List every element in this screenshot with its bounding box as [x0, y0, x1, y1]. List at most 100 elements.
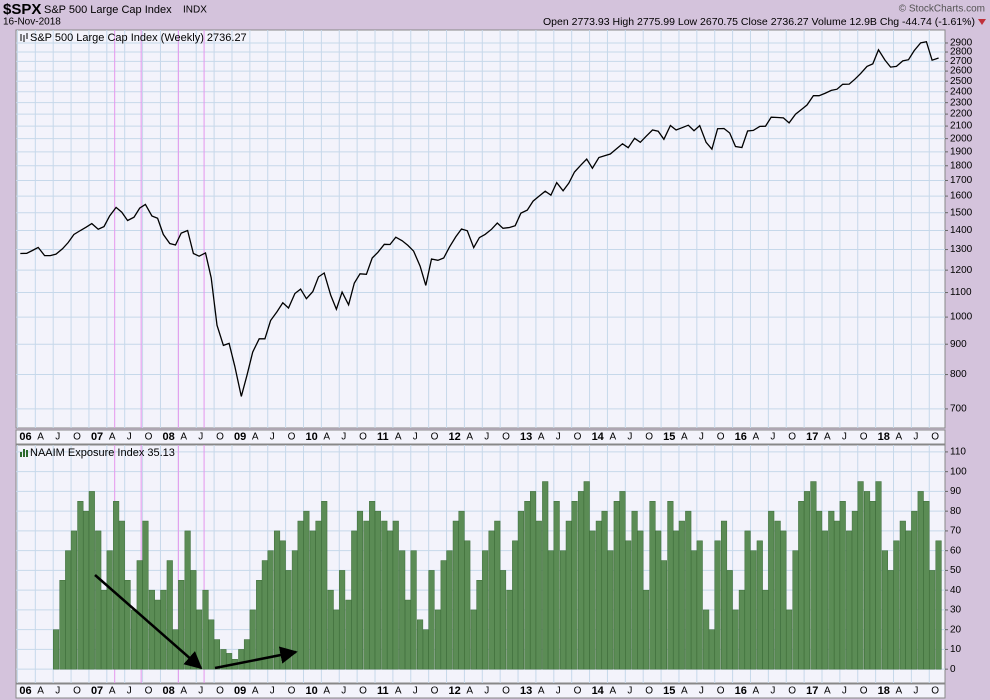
bar — [434, 609, 441, 670]
x-tick-label: J — [341, 686, 346, 697]
x-tick-label: A — [323, 432, 330, 443]
x-tick-label: 16 — [735, 431, 747, 443]
bar — [70, 530, 77, 670]
bar — [923, 501, 930, 670]
bar — [637, 530, 644, 670]
y-tick-label: 30 — [950, 605, 962, 616]
x-tick-label: O — [788, 432, 796, 443]
bar — [726, 570, 733, 670]
x-tick-label: A — [538, 432, 545, 443]
bar — [750, 550, 757, 670]
x-tick-label: A — [824, 432, 831, 443]
bar — [166, 560, 173, 670]
x-tick-label: O — [860, 432, 868, 443]
bar — [660, 560, 667, 670]
x-tick-label: J — [484, 432, 489, 443]
bar — [685, 510, 692, 670]
bar — [851, 510, 858, 670]
bar — [249, 609, 256, 670]
bar — [106, 550, 113, 670]
bar — [803, 491, 811, 670]
x-tick-label: A — [109, 686, 116, 697]
bar — [77, 501, 84, 670]
down-arrow — [978, 19, 986, 25]
y-tick-label: 1100 — [950, 287, 972, 298]
bar — [738, 589, 745, 670]
y-tick-label: 700 — [950, 404, 967, 415]
x-tick-label: A — [752, 432, 759, 443]
bar — [619, 491, 626, 670]
x-tick-label: O — [431, 686, 439, 697]
x-tick-label: 12 — [449, 431, 461, 443]
bar — [643, 589, 650, 670]
bar — [381, 520, 388, 670]
legend-icon — [20, 449, 28, 457]
bar — [422, 629, 429, 670]
x-tick-label: A — [252, 432, 259, 443]
bar — [273, 530, 281, 670]
quote: Open 2773.93 High 2775.99 Low 2670.75 Cl… — [543, 16, 975, 28]
x-tick-label: 10 — [305, 431, 317, 443]
bar — [857, 481, 864, 670]
bar — [542, 481, 549, 670]
x-tick-label: J — [556, 686, 561, 697]
bar — [506, 589, 513, 670]
x-tick-label: 13 — [520, 431, 532, 443]
x-tick-label: 16 — [735, 685, 747, 697]
bar — [935, 540, 942, 670]
bar — [488, 530, 495, 670]
x-tick-label: O — [717, 686, 725, 697]
bar — [83, 510, 90, 670]
bar — [905, 530, 912, 670]
bar — [833, 520, 841, 670]
x-tick-label: O — [73, 686, 81, 697]
bar — [929, 570, 936, 670]
x-tick-label: J — [842, 432, 847, 443]
bar — [678, 520, 685, 670]
price-panel — [15, 29, 946, 429]
x-tick-label: J — [341, 432, 346, 443]
x-tick-label: A — [896, 686, 903, 697]
x-tick-label: A — [538, 686, 545, 697]
bar — [279, 540, 286, 670]
bar — [649, 501, 656, 670]
bar — [160, 589, 167, 670]
x-tick-label: O — [788, 686, 796, 697]
bar — [625, 540, 632, 670]
y-tick-label: 2200 — [950, 109, 973, 120]
x-tick-label: J — [127, 432, 132, 443]
x-tick-label: J — [198, 686, 203, 697]
bar — [321, 501, 328, 670]
bar — [846, 530, 853, 670]
bar — [869, 501, 876, 670]
bar — [863, 491, 871, 670]
x-tick-label: J — [270, 432, 275, 443]
x-tick-label: 07 — [91, 685, 103, 697]
bar — [309, 530, 316, 670]
bar — [720, 520, 728, 670]
y-tick-label: 2100 — [950, 121, 973, 132]
bar — [130, 609, 138, 670]
x-tick-label: 09 — [234, 685, 246, 697]
x-tick-label: O — [431, 432, 439, 443]
x-tick-label: 08 — [162, 431, 174, 443]
bar — [339, 570, 346, 670]
y-tick-label: 10 — [950, 644, 962, 655]
bar — [768, 510, 775, 670]
bar — [571, 501, 578, 670]
bar — [118, 520, 125, 670]
bar — [327, 589, 334, 670]
y-tick-label: 50 — [950, 565, 962, 576]
y-tick-label: 1500 — [950, 207, 973, 218]
bar — [732, 609, 739, 670]
x-tick-label: 14 — [592, 685, 605, 697]
bar — [875, 481, 882, 670]
bar — [190, 570, 197, 670]
x-tick-label: O — [931, 686, 939, 697]
bar — [464, 540, 471, 670]
y-tick-label: 2400 — [950, 86, 973, 97]
bar — [744, 530, 751, 670]
y-tick-label: 900 — [950, 339, 967, 350]
x-tick-label: O — [73, 432, 81, 443]
bar — [315, 520, 322, 670]
